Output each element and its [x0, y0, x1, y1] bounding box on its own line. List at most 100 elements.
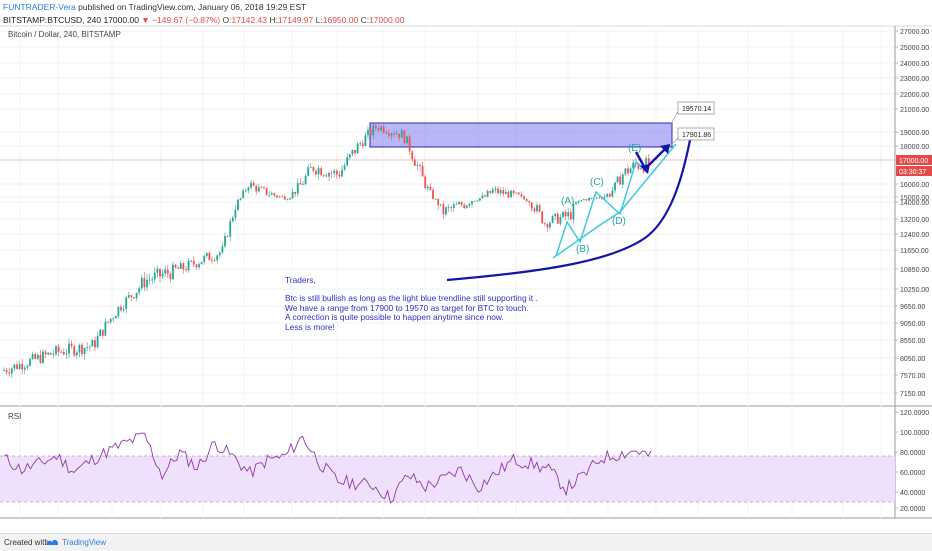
candle-body [47, 352, 50, 355]
candle-body [536, 205, 538, 212]
candle-body [255, 185, 258, 192]
candle-body [403, 130, 406, 144]
candle-body [621, 174, 624, 185]
price-axis: 27000.00 25000.00 24000.00 23000.00 22000.00… [895, 29, 929, 398]
candle-body [62, 352, 65, 355]
analysis-note[interactable]: Traders, Btc is still bullish as long as… [285, 275, 538, 332]
price-tick-label: 11650.00 [900, 248, 929, 255]
wave-label-b: (B) [576, 244, 589, 255]
candle-body [624, 168, 627, 175]
candle-body [192, 260, 195, 265]
wave-path[interactable] [555, 160, 647, 257]
candle-body [627, 168, 629, 174]
candle-body [395, 133, 398, 135]
price-tick-label: 9050.00 [900, 321, 925, 328]
candle-body [494, 188, 497, 190]
candle-body [49, 352, 52, 355]
candle-body [351, 149, 354, 155]
rsi-panel-title: RSI [8, 412, 22, 421]
candle-body [278, 196, 281, 198]
footer: Created with TradingView [0, 533, 932, 551]
candle-body [200, 262, 203, 265]
candle-body [148, 279, 151, 281]
candle-body [504, 191, 507, 194]
price-tick-label: 15000.00 [900, 195, 929, 202]
candle-body [450, 207, 453, 208]
candle-body [86, 347, 89, 348]
candle-body [364, 135, 367, 147]
candle-body [117, 306, 120, 317]
candle-body [328, 172, 330, 177]
brand-link[interactable]: TradingView [62, 538, 107, 547]
candle-body [359, 143, 362, 145]
target-range-box[interactable] [369, 122, 673, 148]
candle-body [169, 273, 172, 280]
candle-body [424, 176, 427, 189]
candle-body [484, 195, 486, 197]
candle-body [486, 191, 489, 197]
rsi-tick-label: 40.0000 [900, 490, 925, 497]
candle-body [346, 157, 349, 166]
parabolic-trendline[interactable] [446, 139, 692, 282]
candle-body [26, 365, 29, 368]
candle-body [577, 200, 580, 203]
candle-body [408, 136, 411, 152]
candle-body [374, 125, 377, 129]
candle-body [135, 292, 138, 299]
price-tick-label: 24000.00 [900, 61, 929, 68]
candle-body [250, 182, 252, 188]
candle-body [146, 279, 148, 288]
price-tick-label: 23000.00 [900, 76, 929, 83]
author-link[interactable]: FUNTRADER-Vera [3, 2, 76, 12]
candle-body [218, 252, 221, 256]
candle-body [554, 213, 557, 216]
candle-body [302, 184, 304, 186]
candle-body [595, 197, 598, 199]
candle-body [294, 191, 297, 194]
light-blue-trendline[interactable] [552, 143, 677, 259]
candle-body [114, 316, 117, 319]
price-tick-label: 27000.00 [900, 29, 929, 36]
candle-body [356, 143, 359, 154]
created-with-text: Created with [4, 538, 49, 547]
candle-body [195, 264, 198, 268]
candle-body [18, 363, 21, 369]
price-tick-label: 7150.00 [900, 391, 925, 398]
candles [3, 122, 650, 378]
candle-body [315, 170, 317, 175]
open-label: O: [222, 15, 232, 25]
candle-body [411, 151, 414, 160]
close-label: C: [360, 15, 370, 25]
candle-body [88, 346, 91, 348]
candle-body [406, 136, 408, 144]
candle-body [224, 235, 226, 247]
candle-body [445, 207, 447, 215]
candle-body [120, 306, 122, 311]
candle-body [304, 175, 307, 185]
last-price-badge: 17000.00 [899, 158, 928, 165]
candle-body [549, 222, 551, 228]
rsi-tick-label: 80.0000 [900, 450, 925, 457]
candle-body [281, 196, 284, 198]
candle-body [341, 169, 343, 177]
candle-body [107, 321, 109, 323]
candle-body [153, 272, 156, 280]
candle-body [499, 190, 502, 194]
candle-body [530, 202, 533, 209]
candle-body [289, 198, 291, 200]
candle-body [286, 199, 289, 201]
candle-body [335, 170, 338, 175]
countdown-badge-bg [896, 166, 932, 176]
candle-body [437, 198, 440, 205]
price-tick-label: 9650.00 [900, 304, 925, 311]
note-line-6: Less is more! [285, 322, 335, 332]
candle-body [517, 192, 520, 195]
price-tick-label: 16000.00 [900, 182, 929, 189]
candle-body [476, 200, 479, 202]
candle-body [44, 351, 47, 355]
rsi-line[interactable] [3, 432, 652, 504]
chart-area[interactable]: 27000.00 25000.00 24000.00 23000.00 22000.00… [0, 0, 932, 520]
candle-body [3, 370, 5, 371]
candle-body [31, 353, 34, 359]
projection-up-arrowhead [660, 144, 670, 154]
